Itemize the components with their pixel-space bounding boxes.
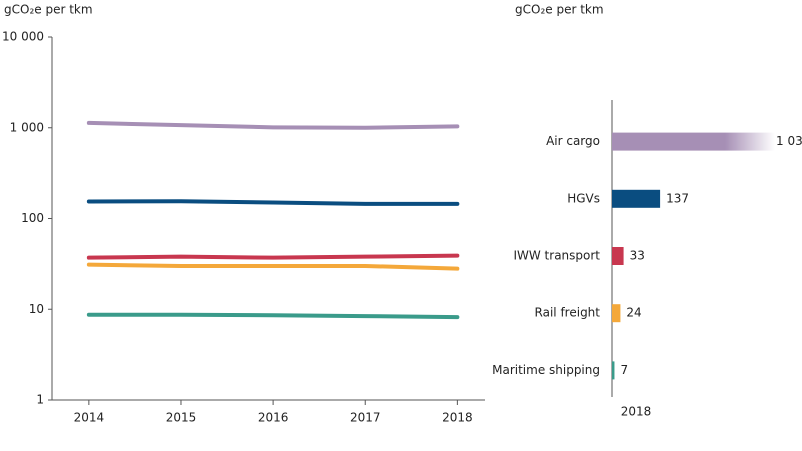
x-axis-label: 2018	[621, 405, 652, 419]
y-tick-label: 1	[36, 393, 44, 407]
y-tick-label: 10 000	[2, 30, 44, 44]
bar	[612, 304, 621, 323]
value-label: 1 036	[776, 134, 802, 148]
y-axis-title: gCO₂e per tkm	[515, 3, 604, 17]
bars	[612, 132, 802, 380]
series-line	[86, 199, 460, 206]
category-label: Air cargo	[546, 134, 600, 148]
y-tick-label: 10	[29, 302, 44, 316]
series-line	[86, 253, 460, 260]
y-tick-label: 100	[21, 211, 44, 225]
x-tick-label: 2015	[166, 411, 197, 425]
category-label: Maritime shipping	[492, 363, 600, 377]
series-line	[86, 262, 460, 271]
x-tick-label: 2016	[258, 411, 289, 425]
value-label: 24	[626, 306, 641, 320]
bar	[612, 132, 802, 151]
x-tick-label: 2017	[350, 411, 381, 425]
value-label: 7	[620, 363, 628, 377]
y-axis-title: gCO₂e per tkm	[4, 3, 93, 17]
bar	[612, 247, 624, 265]
x-tick-label: 2018	[442, 411, 473, 425]
x-tick-label: 2014	[74, 411, 105, 425]
bar	[612, 189, 661, 208]
y-tick-label: 1 000	[10, 120, 44, 134]
category-label: IWW transport	[513, 249, 600, 263]
category-label: HGVs	[567, 191, 600, 205]
bar	[612, 361, 615, 380]
value-label: 137	[666, 191, 689, 205]
series-line	[86, 120, 460, 130]
value-label: 33	[630, 249, 645, 263]
series-line	[86, 312, 460, 320]
category-label: Rail freight	[535, 306, 601, 320]
